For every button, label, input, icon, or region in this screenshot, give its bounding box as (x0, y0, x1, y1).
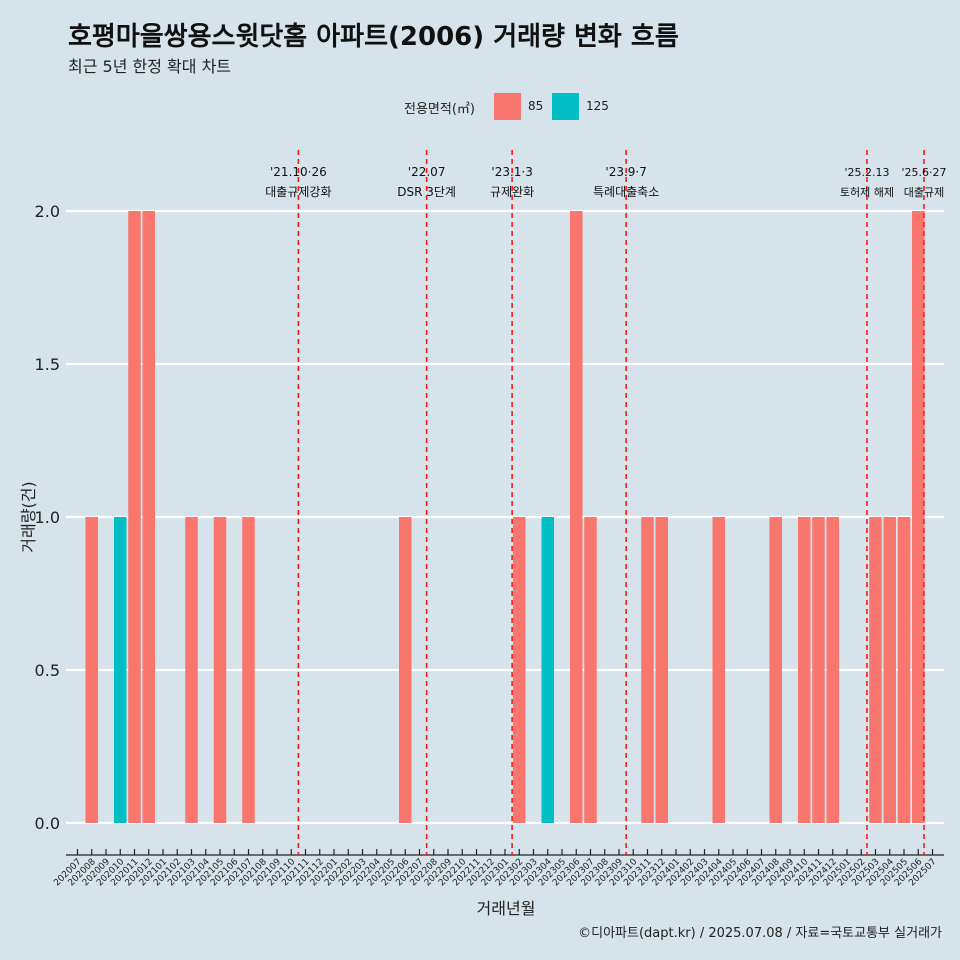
event-date-label-2: '23.1·3 (491, 165, 532, 179)
event-date-label-1: '22.07 (408, 165, 446, 179)
event-date-label-4: '25.2.13 (844, 166, 889, 179)
bar-85-202503 (869, 517, 882, 823)
bar-85-202408 (769, 517, 782, 823)
event-label-4: 토허제 해제 (840, 185, 894, 199)
legend-title: 전용면적(㎡) (404, 102, 475, 117)
legend-key-125 (552, 93, 579, 120)
event-label-0: 대출규제강화 (265, 185, 331, 199)
legend-label-125: 125 (586, 99, 609, 113)
source-caption: ©디아파트(dapt.kr) / 2025.07.08 / 자료=국토교통부 실… (578, 926, 942, 941)
y-tick-label: 0.0 (35, 814, 60, 833)
bar-85-202312 (655, 517, 668, 823)
bar-85-202410 (798, 517, 811, 823)
bar-85-202311 (641, 517, 654, 823)
legend-label-85: 85 (528, 99, 544, 113)
bar-85-202504 (883, 517, 896, 823)
bar-85-202008 (85, 517, 98, 823)
bar-85-202105 (213, 517, 227, 823)
event-date-label-0: '21.10·26 (270, 165, 327, 179)
bar-85-202404 (712, 517, 725, 823)
bar-85-202307 (584, 517, 597, 823)
y-tick-label: 1.0 (35, 508, 60, 527)
y-tick-label: 2.0 (35, 202, 60, 221)
bar-85-202012 (142, 211, 155, 823)
event-label-2: 규제완화 (490, 185, 534, 199)
bar-85-202411 (812, 517, 825, 823)
event-label-3: 특례대출축소 (593, 185, 659, 199)
event-label-5: 대출규제 (904, 186, 944, 199)
bar-85-202412 (826, 517, 839, 823)
event-date-label-5: '25.6·27 (901, 166, 946, 179)
x-axis-title: 거래년월 (477, 899, 536, 918)
chart-subtitle: 최근 5년 한정 확대 차트 (68, 57, 232, 76)
bar-85-202103 (185, 517, 198, 823)
bar-125-202304 (541, 517, 554, 823)
event-date-label-3: '23.9·7 (605, 165, 646, 179)
bar-85-202506 (912, 211, 925, 823)
event-label-1: DSR 3단계 (397, 185, 456, 199)
bar-85-202107 (242, 517, 255, 823)
bar-85-202505 (897, 517, 911, 823)
y-tick-label: 1.5 (35, 355, 60, 374)
chart-title: 호평마을쌍용스윗닷홈 아파트(2006) 거래량 변화 흐름 (68, 22, 679, 52)
legend-key-85 (494, 93, 521, 120)
legend: 전용면적(㎡) 85 125 (0, 93, 960, 121)
y-tick-label: 0.5 (35, 661, 60, 680)
bar-85-202306 (570, 211, 583, 823)
bar-125-202010 (114, 517, 127, 823)
bar-85-202302 (513, 517, 526, 823)
bar-85-202206 (399, 517, 412, 823)
bar-85-202011 (128, 211, 141, 823)
y-axis-title: 거래량(건) (19, 481, 38, 552)
